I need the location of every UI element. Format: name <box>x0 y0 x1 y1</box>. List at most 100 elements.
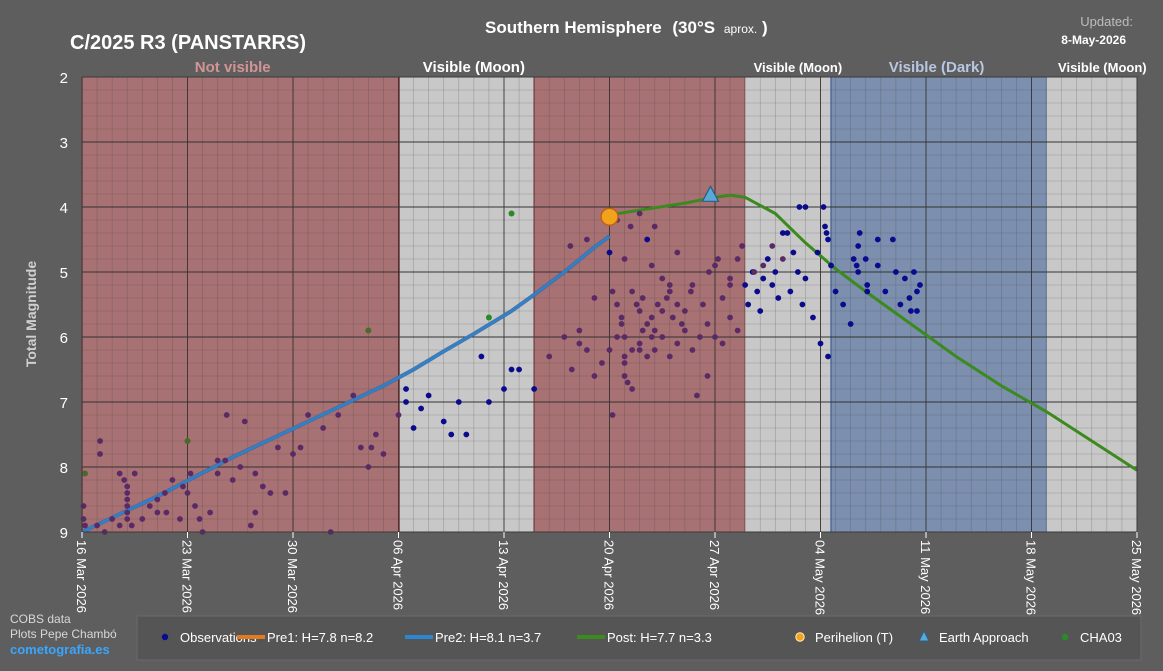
observation-point <box>350 392 357 399</box>
observation-point <box>247 522 254 529</box>
observation-point <box>576 340 583 347</box>
observation-point <box>403 399 409 405</box>
cha03-point <box>485 314 492 321</box>
observation-point <box>917 282 923 288</box>
observation-point <box>719 295 726 301</box>
observation-point <box>772 269 779 275</box>
observation-point <box>706 269 712 275</box>
legend-item-earth_approach: Earth Approach <box>918 629 1029 645</box>
observation-point <box>365 464 372 470</box>
x-tick-label: 06 Apr 2026 <box>391 540 406 610</box>
observation-point <box>832 288 839 295</box>
observation-point <box>207 509 214 516</box>
legend-item-cha03: CHA03 <box>1061 630 1122 645</box>
observation-point <box>636 347 643 353</box>
observation-point <box>855 243 862 249</box>
y-tick-label: 6 <box>60 330 68 347</box>
credits-website-link[interactable]: cometografia.es <box>10 642 110 657</box>
x-tick-label: 30 Mar 2026 <box>285 540 300 613</box>
observation-point <box>486 399 492 405</box>
perihelion-marker <box>600 207 619 226</box>
y-tick-label: 5 <box>60 265 68 282</box>
legend-swatch <box>795 632 805 642</box>
observation-point <box>659 334 666 340</box>
observation-point <box>591 373 598 379</box>
x-tick-label: 23 Mar 2026 <box>180 540 195 613</box>
observation-point <box>855 269 862 275</box>
observation-point <box>633 301 640 308</box>
observation-point <box>674 301 681 308</box>
legend-item-post: Post: H=7.7 n=3.3 <box>577 630 712 645</box>
observation-point <box>908 308 914 314</box>
x-tick-label: 25 May 2026 <box>1129 540 1144 615</box>
observation-point <box>146 503 153 509</box>
cha03-point <box>365 327 372 334</box>
observation-point <box>902 275 908 282</box>
observation-point <box>727 314 733 321</box>
observation-point <box>825 236 831 243</box>
x-tick-label: 04 May 2026 <box>813 540 828 615</box>
observation-point <box>636 210 643 217</box>
y-tick-label: 2 <box>60 70 68 87</box>
observation-point <box>823 230 830 236</box>
band-label: Visible (Moon) <box>423 59 525 76</box>
observation-point <box>779 230 786 236</box>
legend-label: Pre2: H=8.1 n=3.7 <box>435 630 541 645</box>
observation-point <box>403 386 409 392</box>
observation-point <box>825 353 831 360</box>
observation-point <box>372 431 379 438</box>
observation-point <box>704 373 711 379</box>
observation-point <box>784 230 791 236</box>
observation-point <box>614 301 620 308</box>
observation-point <box>644 353 651 360</box>
observation-point <box>775 295 782 301</box>
band-visible_moon <box>745 77 832 532</box>
observation-point <box>914 308 920 314</box>
observation-point <box>290 451 296 457</box>
observation-point <box>769 282 776 288</box>
observation-point <box>651 327 658 334</box>
observation-point <box>621 256 628 262</box>
observation-point <box>689 347 696 353</box>
observation-point <box>764 256 771 262</box>
region-title-lat: (30°S <box>672 18 715 37</box>
observation-point <box>727 282 733 288</box>
observation-point <box>802 275 809 282</box>
observation-point <box>121 477 128 483</box>
observation-point <box>614 334 620 340</box>
observation-point <box>639 327 646 334</box>
observation-point <box>94 522 100 529</box>
observation-point <box>828 262 834 269</box>
legend-item-observations: Observations <box>161 630 257 645</box>
band-labels: Not visible Visible (Moon) Visible (Moon) V… <box>195 59 1147 76</box>
legend: Observations Pre1: H=7.8 n=8.2 Pre2: H=8.1… <box>136 615 1142 661</box>
band-visible_dark <box>831 77 1047 532</box>
observation-point <box>760 262 767 269</box>
observation-point <box>639 295 646 301</box>
observation-point <box>651 223 658 230</box>
updated-date: 8-May-2026 <box>1061 33 1126 47</box>
observation-point <box>666 288 673 295</box>
post-curve <box>606 193 1138 472</box>
observation-point <box>131 470 138 477</box>
observation-point <box>124 509 131 516</box>
observation-point <box>681 327 688 334</box>
x-tick-label: 13 Apr 2026 <box>496 540 511 610</box>
band-visible_moon <box>400 77 535 532</box>
observation-point <box>128 522 135 529</box>
observation-points <box>80 204 923 535</box>
cha03-points <box>82 210 515 477</box>
observation-point <box>719 340 726 347</box>
observation-point <box>305 412 311 418</box>
legend-box <box>136 615 1142 661</box>
band-label: Visible (Moon) <box>754 60 843 75</box>
x-tick-label: 18 May 2026 <box>1024 540 1039 615</box>
observation-point <box>629 386 636 392</box>
observation-point <box>700 301 706 308</box>
legend-item-pre1: Pre1: H=7.8 n=8.2 <box>237 630 373 645</box>
observation-point <box>840 301 847 308</box>
observation-point <box>799 301 806 308</box>
observation-point <box>742 282 749 288</box>
legend-item-perihelion: Perihelion (T) <box>795 630 893 645</box>
